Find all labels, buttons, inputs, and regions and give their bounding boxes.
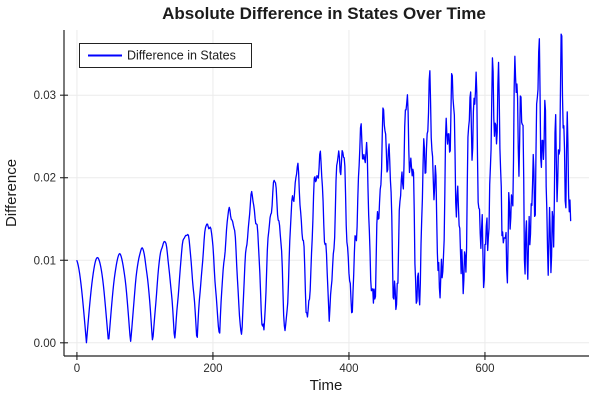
y-tick-label: 0.00: [34, 338, 56, 350]
y-tick-label: 0.02: [34, 173, 56, 185]
y-tick-label: 0.01: [34, 255, 56, 267]
x-tick-label: 400: [339, 363, 358, 375]
x-tick-label: 200: [203, 363, 222, 375]
legend: Difference in States: [79, 43, 252, 68]
legend-entry-label: Difference in States: [127, 49, 236, 63]
axis-ticks: [60, 94, 486, 360]
axis-tick-labels: 0 200 400 600 0.00 0.01 0.02 0.03: [34, 90, 495, 375]
y-tick-label: 0.03: [34, 90, 56, 102]
axis-spines: [63, 30, 589, 357]
x-axis-label: Time: [310, 377, 343, 394]
difference-series-line: [76, 33, 572, 344]
gridlines: [64, 30, 589, 356]
x-tick-label: 0: [74, 363, 80, 375]
legend-box: [79, 43, 252, 68]
x-tick-label: 600: [475, 363, 494, 375]
chart-title: Absolute Difference in States Over Time: [162, 4, 486, 23]
y-axis-label: Difference: [3, 159, 20, 227]
